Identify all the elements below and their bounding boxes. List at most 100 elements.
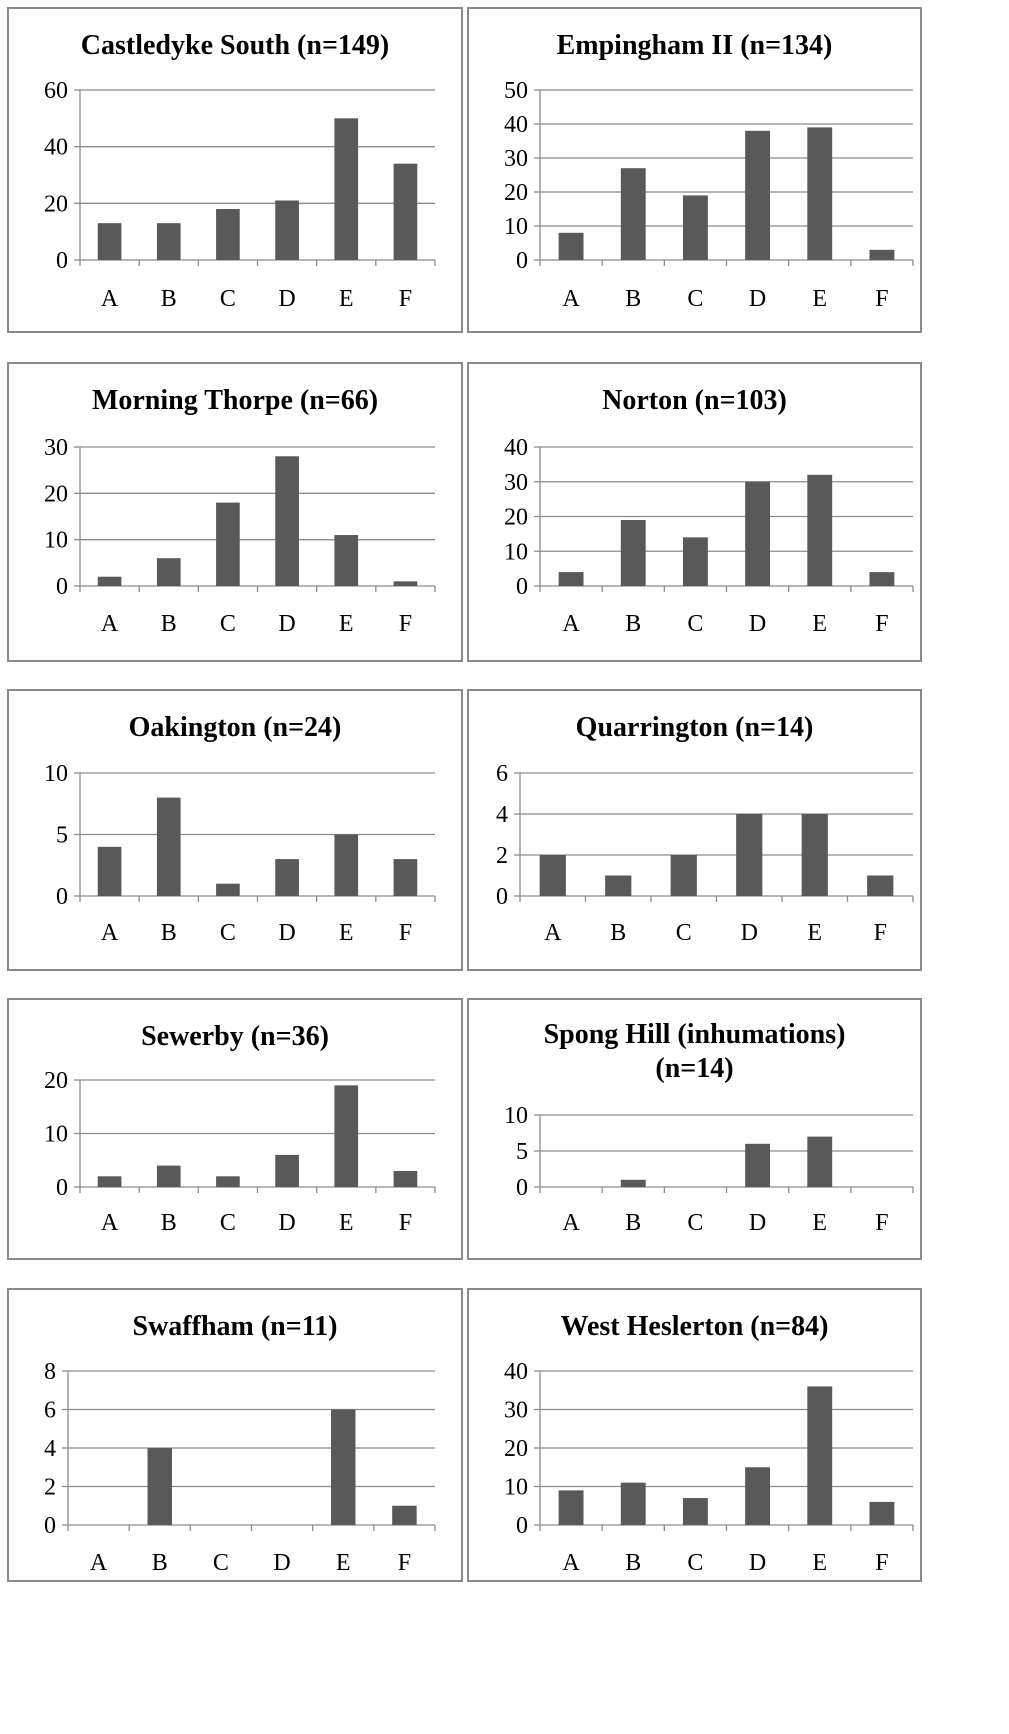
x-tick-label: A: [101, 286, 119, 312]
x-tick-label: F: [398, 1550, 411, 1576]
chart-panel: Morning Thorpe (n=66) 0 10 20 30 A B C D E F: [7, 362, 463, 662]
x-tick-label: F: [399, 920, 412, 946]
bar: [736, 814, 763, 896]
x-tick-label: B: [152, 1550, 168, 1576]
y-tick-label: 60: [44, 78, 68, 104]
y-tick-label: 50: [504, 78, 528, 104]
bar: [620, 519, 646, 586]
bar-chart: 0 2 4 6 8 A B C D E F: [44, 1359, 436, 1576]
bar: [147, 1448, 172, 1525]
chart-panel: Swaffham (n=11) 0 2 4 6 8 A B C D E F: [7, 1288, 463, 1582]
y-tick-label: 10: [504, 214, 528, 240]
x-tick-label: C: [213, 1550, 229, 1576]
y-tick-label: 40: [504, 435, 528, 461]
y-tick-label: 8: [44, 1359, 56, 1385]
y-tick-label: 0: [516, 574, 528, 600]
bar: [620, 1179, 646, 1187]
bar-chart: 0 10 20 30 A B C D E F: [44, 435, 436, 637]
x-tick-label: C: [220, 286, 236, 312]
bar: [558, 232, 584, 260]
x-tick-label: E: [812, 611, 827, 637]
bar: [620, 1482, 646, 1525]
x-tick-label: F: [875, 611, 888, 637]
y-tick-label: 10: [44, 761, 68, 787]
chart-panel: Castledyke South (n=149) 0 20 40 60 A B C D E F: [7, 7, 463, 333]
bar: [539, 855, 566, 896]
y-tick-label: 30: [44, 435, 68, 461]
x-tick-label: A: [562, 611, 580, 637]
x-tick-label: E: [812, 1550, 827, 1576]
x-tick-label: D: [749, 1210, 766, 1236]
x-tick-label: A: [562, 1210, 580, 1236]
bar: [392, 1505, 417, 1525]
bar: [393, 1170, 418, 1187]
x-tick-label: C: [687, 1550, 703, 1576]
bar: [807, 1386, 833, 1525]
chart-panel: Norton (n=103) 0 10 20 30 40 A B C D E F: [467, 362, 922, 662]
bar: [869, 572, 895, 586]
y-tick-label: 2: [496, 843, 508, 869]
x-tick-label: E: [339, 611, 354, 637]
bar: [216, 883, 240, 896]
y-tick-label: 30: [504, 146, 528, 172]
x-tick-label: F: [875, 1550, 888, 1576]
y-tick-label: 20: [44, 191, 68, 217]
bar: [331, 1409, 356, 1525]
chart-panel: West Heslerton (n=84) 0 10 20 30 40 A B C D E F: [467, 1288, 922, 1582]
x-tick-label: E: [807, 920, 822, 946]
x-tick-label: D: [278, 1210, 295, 1236]
bar: [97, 223, 122, 260]
y-tick-label: 0: [516, 1175, 528, 1201]
x-tick-label: F: [399, 1210, 412, 1236]
y-tick-label: 10: [504, 1103, 528, 1129]
bar: [275, 456, 299, 586]
bar: [334, 834, 359, 896]
x-tick-label: A: [101, 920, 119, 946]
bar-chart: 0 10 20 A B C D E F: [44, 1068, 436, 1236]
x-tick-label: C: [220, 611, 236, 637]
bar: [869, 249, 895, 260]
x-tick-label: B: [161, 286, 177, 312]
chart-title: Morning Thorpe (n=66): [91, 385, 379, 416]
x-tick-label: A: [90, 1550, 108, 1576]
y-tick-label: 0: [496, 884, 508, 910]
y-tick-label: 2: [44, 1475, 56, 1501]
bar: [745, 1143, 771, 1187]
bar: [156, 1165, 181, 1187]
bar-chart: 0 2 4 6 A B C D E F: [496, 761, 914, 946]
y-tick-label: 0: [56, 1175, 68, 1201]
y-tick-label: 10: [44, 1122, 68, 1148]
x-tick-label: D: [273, 1550, 290, 1576]
chart-panel: Spong Hill (inhumations) (n=14) 0 5 10 A B C D E…: [467, 998, 922, 1260]
x-tick-label: D: [278, 920, 295, 946]
x-tick-label: E: [339, 1210, 354, 1236]
bar: [156, 558, 181, 586]
y-tick-label: 10: [504, 1475, 528, 1501]
y-tick-label: 30: [504, 470, 528, 496]
x-tick-label: D: [749, 611, 766, 637]
bar: [334, 1085, 359, 1187]
y-tick-label: 40: [44, 135, 68, 161]
chart-panel: Sewerby (n=36) 0 10 20 A B C D E F: [7, 998, 463, 1260]
x-tick-label: C: [220, 920, 236, 946]
y-tick-label: 5: [516, 1139, 528, 1165]
y-tick-label: 40: [504, 1359, 528, 1385]
bar: [620, 168, 646, 260]
bar-chart: 0 10 20 30 40 50 A B C D E F: [504, 78, 914, 312]
bar: [807, 474, 833, 586]
x-tick-label: A: [562, 286, 580, 312]
chart-title: Oakington (n=24): [128, 712, 342, 743]
y-tick-label: 10: [44, 528, 68, 554]
x-tick-label: C: [676, 920, 692, 946]
chart-panel: Quarrington (n=14) 0 2 4 6 A B C D E F: [467, 689, 922, 971]
x-tick-label: F: [875, 1210, 888, 1236]
y-tick-label: 5: [56, 823, 68, 849]
y-tick-label: 0: [56, 574, 68, 600]
x-tick-label: A: [101, 611, 119, 637]
y-tick-label: 0: [56, 884, 68, 910]
x-tick-label: E: [339, 286, 354, 312]
x-tick-label: C: [687, 286, 703, 312]
bar: [97, 576, 122, 586]
x-tick-label: A: [544, 920, 562, 946]
bar-chart: 0 5 10 A B C D E F: [44, 761, 436, 946]
